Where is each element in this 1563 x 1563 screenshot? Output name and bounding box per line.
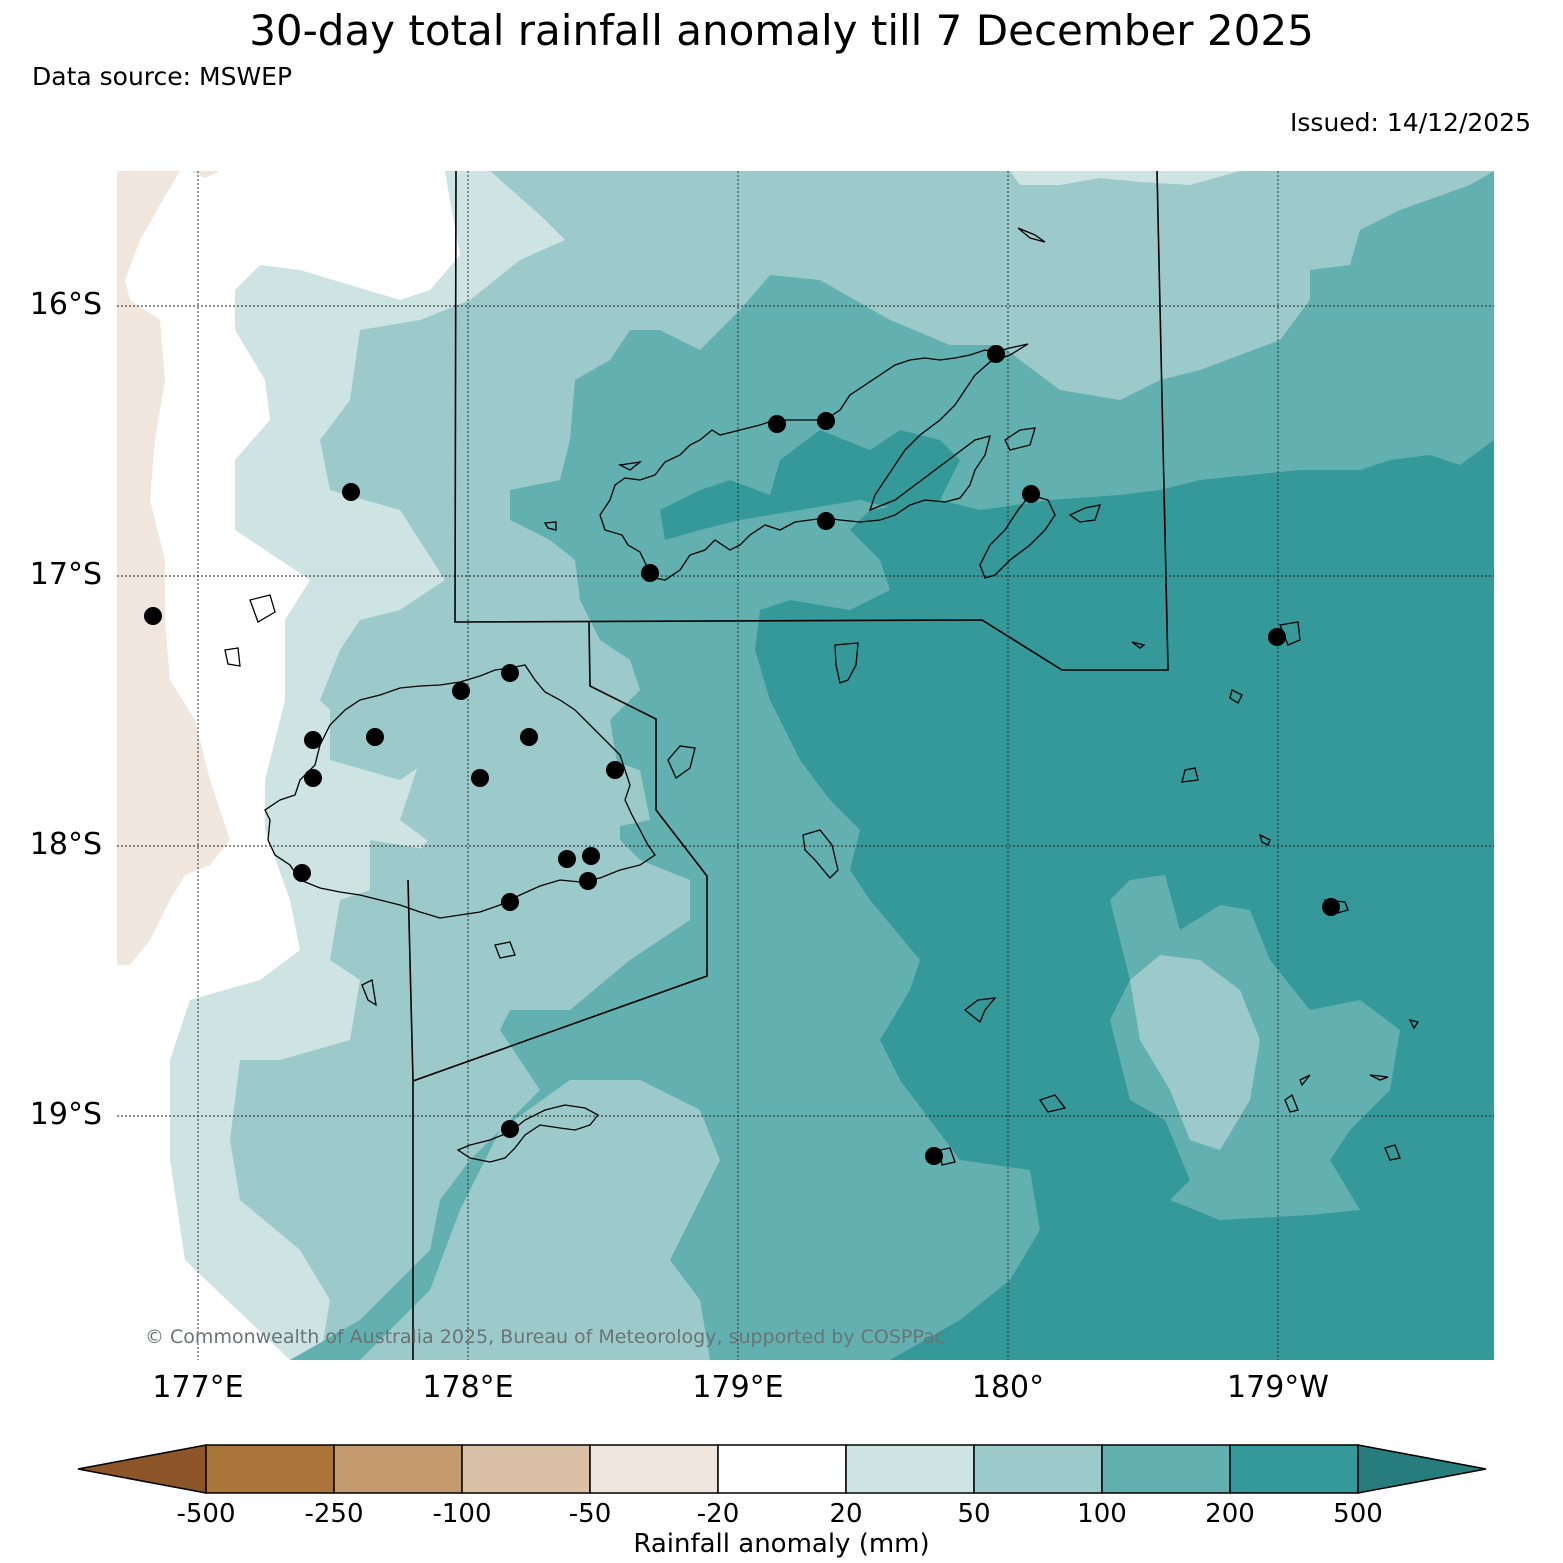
lon-label: 180°: [971, 1370, 1045, 1405]
lon-label: 177°E: [152, 1370, 244, 1405]
anomaly-fill: [117, 171, 1494, 1360]
colorbar-tick: -20: [696, 1499, 740, 1529]
lon-label: 179°W: [1227, 1370, 1329, 1405]
lon-label: 179°E: [692, 1370, 784, 1405]
colorbar-tick: 500: [1333, 1499, 1383, 1529]
station-dot: [641, 564, 659, 582]
lat-label: 17°S: [29, 557, 102, 592]
band-50-100-inner-g: [370, 840, 480, 960]
map-title: 30-day total rainfall anomaly till 7 Dec…: [249, 6, 1314, 55]
station-dot: [1268, 628, 1286, 646]
band-50-100-inner-d: [575, 750, 650, 830]
station-dot: [366, 728, 384, 746]
taveuni-coast: [979, 494, 1056, 579]
viti-levu-coast: [264, 664, 656, 919]
station-dot: [293, 864, 311, 882]
band-200-500-north: [660, 430, 960, 540]
band-white: [117, 171, 460, 1360]
colorbar-tick: -250: [304, 1499, 364, 1529]
colorbar-seg: [973, 1444, 1103, 1494]
copyright-text: © Commonwealth of Australia 2025, Bureau…: [145, 1326, 946, 1348]
station-dot: [1322, 898, 1340, 916]
station-dot: [925, 1147, 943, 1165]
band-50-100-core: [1130, 955, 1260, 1150]
band-50-100-inner-f: [330, 690, 460, 780]
station-dot: [582, 847, 600, 865]
colorbar-tick: -50: [568, 1499, 612, 1529]
band-tan: [117, 171, 230, 965]
colorbar-seg: [1229, 1444, 1359, 1494]
lat-label: 19°S: [29, 1097, 102, 1132]
boundary-lines: [407, 170, 1169, 1360]
station-dot: [501, 1120, 519, 1138]
colorbar-seg: [1101, 1444, 1231, 1494]
issued-date: Issued: 14/12/2025: [1290, 108, 1531, 137]
stations: [144, 345, 1340, 1165]
data-source: Data source: MSWEP: [32, 62, 293, 91]
station-dot: [817, 512, 835, 530]
station-dot: [558, 850, 576, 868]
colorbar-tick: 50: [957, 1499, 991, 1529]
station-dot: [452, 682, 470, 700]
lon-label: 178°E: [422, 1370, 514, 1405]
station-dot: [342, 483, 360, 501]
station-dot: [501, 664, 519, 682]
colorbar-seg: [461, 1444, 591, 1494]
vanua-levu-coast: [599, 343, 1029, 581]
lat-label: 18°S: [29, 827, 102, 862]
colorbar-extend-low: [77, 1444, 207, 1494]
station-dot: [606, 761, 624, 779]
station-dot: [501, 893, 519, 911]
station-dot: [520, 728, 538, 746]
band-tan-top: [190, 171, 220, 178]
station-dot: [304, 769, 322, 787]
station-dot: [817, 412, 835, 430]
colorbar-tick: 200: [1205, 1499, 1255, 1529]
colorbar-tick: -100: [432, 1499, 492, 1529]
colorbar-label: Rainfall anomaly (mm): [633, 1529, 930, 1559]
colorbar-seg: [205, 1444, 335, 1494]
station-dot: [987, 345, 1005, 363]
colorbar-seg: [589, 1444, 719, 1494]
colorbar-extend-high: [1357, 1444, 1487, 1494]
colorbar-seg: [717, 1444, 847, 1494]
colorbar-tick: 20: [829, 1499, 863, 1529]
station-dot: [471, 769, 489, 787]
station-dot: [1022, 485, 1040, 503]
station-dot: [144, 607, 162, 625]
band-20-50-north: [1010, 171, 1240, 185]
colorbar-tick: 100: [1077, 1499, 1127, 1529]
lat-label: 16°S: [29, 287, 102, 322]
graticule: [117, 171, 1494, 1360]
colorbar: [77, 1444, 1487, 1494]
colorbar-seg: [333, 1444, 463, 1494]
station-dot: [304, 731, 322, 749]
colorbar-seg: [845, 1444, 975, 1494]
station-dot: [579, 872, 597, 890]
coastlines: [224, 227, 1420, 1166]
band-50-100-inner-b: [360, 1080, 720, 1360]
colorbar-tick: -500: [176, 1499, 236, 1529]
station-dot: [768, 415, 786, 433]
